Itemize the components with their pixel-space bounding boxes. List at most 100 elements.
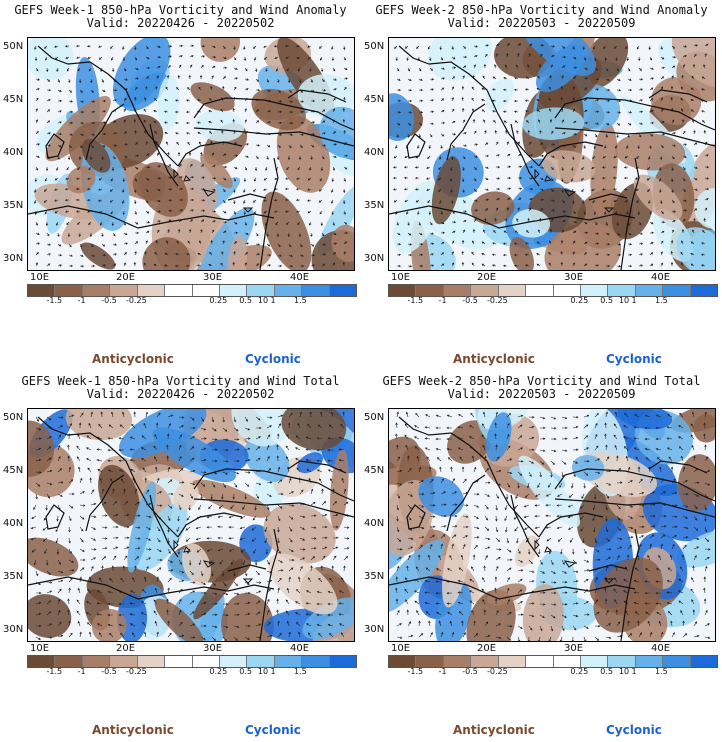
coastline xyxy=(538,141,604,167)
anticyclonic-vorticity-area xyxy=(431,156,461,225)
colorbar-swatch xyxy=(553,285,581,296)
anticyclonic-vorticity-area xyxy=(227,235,248,270)
anticyclonic-vorticity-area xyxy=(276,115,331,193)
colorbar-swatch xyxy=(498,656,527,667)
cyclonic-vorticity-area xyxy=(518,455,581,528)
panel-title: GEFS Week-2 850-hPa Vorticity and Wind A… xyxy=(375,3,708,17)
anticyclonic-vorticity-area xyxy=(471,191,515,225)
colorbar-swatch xyxy=(219,656,248,667)
longitude-label: 10E xyxy=(391,643,411,654)
coastlines-and-borders xyxy=(28,45,354,270)
coastline xyxy=(193,97,354,131)
island-outline xyxy=(534,539,540,551)
coastline xyxy=(588,193,628,201)
colorbar-swatch xyxy=(498,285,527,296)
anticyclonic-vorticity-area xyxy=(65,409,133,441)
coastline xyxy=(510,123,540,187)
latitude-label: 50N xyxy=(3,41,24,52)
colorbar-swatch xyxy=(302,285,330,296)
colorbar-label: -0.5 xyxy=(462,296,478,305)
anticyclonic-vorticity-area xyxy=(331,224,354,262)
latitude-label: 45N xyxy=(3,94,24,105)
colorbar-swatch xyxy=(553,656,581,667)
vorticity-map xyxy=(388,37,716,271)
colorbar-swatch xyxy=(526,285,554,296)
colorbar-swatch xyxy=(389,285,417,296)
colorbar-label: -1 xyxy=(77,296,86,305)
colorbar-swatch xyxy=(274,656,303,667)
latitude-label: 50N xyxy=(3,412,24,423)
island-outline xyxy=(534,168,540,180)
coastline xyxy=(554,468,715,502)
colorbar-swatch xyxy=(416,285,444,296)
coastlines-and-borders xyxy=(28,416,354,641)
colorbar xyxy=(388,655,718,668)
anticyclonic-vorticity-area xyxy=(263,503,336,564)
colorbar-swatch xyxy=(471,656,499,667)
anticyclonic-vorticity-area xyxy=(671,38,715,89)
panel-valid-dates: Valid: 20220426 - 20220502 xyxy=(86,387,275,401)
anticyclonic-legend-label: Anticyclonic xyxy=(453,723,535,737)
anticyclonic-vorticity-area xyxy=(281,409,347,451)
cyclonic-vorticity-area xyxy=(195,109,245,142)
vorticity-map xyxy=(27,408,355,642)
colorbar-label: -0.25 xyxy=(125,296,147,305)
colorbar-label: -0.5 xyxy=(101,296,117,305)
cyclonic-vorticity-area xyxy=(427,38,492,81)
colorbar-swatch xyxy=(690,656,718,667)
island-outline xyxy=(202,189,216,197)
cyclonic-vorticity-area xyxy=(522,107,585,140)
wind-vectors xyxy=(30,411,350,641)
coastline xyxy=(37,45,179,167)
colorbar-swatch xyxy=(192,656,220,667)
colorbar-label: -0.5 xyxy=(462,667,478,676)
longitude-label: 40E xyxy=(290,643,310,654)
coastline xyxy=(149,494,179,558)
anticyclonic-vorticity-area xyxy=(544,222,622,270)
colorbar-label: 0.5 xyxy=(239,667,253,676)
colorbar-scale-tag: 10 xyxy=(618,667,630,676)
colorbar-label: 1 xyxy=(631,667,637,676)
colorbar-swatch xyxy=(635,285,664,296)
anticyclonic-vorticity-area xyxy=(251,88,306,131)
anticyclonic-vorticity-area xyxy=(173,481,199,511)
colorbar-swatch xyxy=(55,285,83,296)
colorbar-label: -1 xyxy=(438,296,447,305)
coastline xyxy=(446,474,486,532)
colorbar-swatch xyxy=(82,285,111,296)
cyclonic-vorticity-area xyxy=(535,44,586,92)
longitude-label: 40E xyxy=(651,643,671,654)
latitude-label: 35N xyxy=(3,200,24,211)
wind-vectors xyxy=(392,43,710,268)
latitude-label: 40N xyxy=(364,518,385,529)
island-outline xyxy=(544,175,553,182)
colorbar-swatch xyxy=(329,285,357,296)
anticyclonic-vorticity-area xyxy=(614,133,686,171)
colorbar-swatch xyxy=(690,285,718,296)
colorbar-label: 0.25 xyxy=(209,296,228,305)
longitude-label: 20E xyxy=(116,272,136,283)
colorbar-label: -1 xyxy=(77,667,86,676)
latitude-label: 40N xyxy=(364,147,385,158)
longitude-label: 20E xyxy=(477,643,497,654)
anticyclonic-vorticity-area xyxy=(182,543,211,586)
map-panel-week1-anomaly: GEFS Week-1 850-hPa Vorticity and Wind A… xyxy=(0,0,361,371)
cyclonic-legend-label: Cyclonic xyxy=(606,723,662,737)
anticyclonic-vorticity-area xyxy=(98,464,140,527)
colorbar-swatch xyxy=(247,285,275,296)
cyclonic-vorticity-area xyxy=(198,207,255,270)
anticyclonic-vorticity-area xyxy=(268,553,338,615)
colorbar-swatch xyxy=(82,656,111,667)
anticyclonic-vorticity-area xyxy=(28,594,72,638)
anticyclonic-vorticity-area xyxy=(190,82,235,112)
cyclonic-vorticity-area xyxy=(512,209,551,238)
cyclonic-vorticity-area xyxy=(676,528,715,568)
panel-valid-dates: Valid: 20220503 - 20220509 xyxy=(447,387,636,401)
colorbar-label: -1 xyxy=(438,667,447,676)
coastline xyxy=(389,576,636,600)
anticyclonic-vorticity-area xyxy=(142,237,191,270)
vorticity-map xyxy=(388,408,716,642)
colorbar-label: -1.5 xyxy=(46,667,63,676)
colorbar-label: 1 xyxy=(270,667,276,676)
colorbar-label: 1 xyxy=(270,296,276,305)
